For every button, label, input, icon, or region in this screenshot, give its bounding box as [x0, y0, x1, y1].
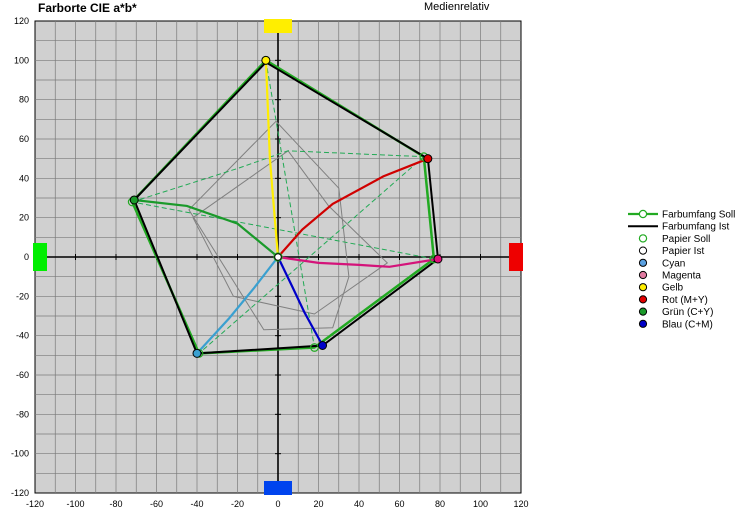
color-point: [433, 254, 443, 264]
y-tick-label: -100: [11, 449, 29, 459]
y-tick-label: -60: [16, 370, 29, 380]
gamut-soll-diagonal: [132, 150, 424, 203]
legend-label: Papier Ist: [662, 246, 704, 257]
ramp-line: [134, 198, 279, 258]
x-tick-label: -60: [150, 499, 163, 509]
legend-label: Blau (C+M): [662, 319, 713, 330]
ramp-line: [196, 256, 279, 355]
chart-title: Farborte CIE a*b*: [38, 1, 137, 15]
plot-area: -120 -100 -80 -60 -40 -20 0 20 40 60 80 100 120 -120 -…: [11, 16, 529, 509]
legend-label: Magenta: [662, 271, 701, 282]
x-tick-label: 120: [513, 499, 528, 509]
right-edge-marker: [509, 243, 523, 271]
legend-label: Cyan: [662, 258, 685, 269]
x-tick-label: 40: [354, 499, 364, 509]
x-tick-label: 60: [394, 499, 404, 509]
legend-label: Farbumfang Ist: [662, 222, 729, 233]
gamut-soll-diagonal: [265, 60, 315, 348]
legend-label: Grün (C+Y): [662, 307, 713, 318]
y-tick-label: 0: [24, 252, 29, 262]
legend-swatch-marker: [638, 283, 648, 292]
rendering-intent-label: Medienrelativ: [424, 1, 490, 13]
legend-swatch-marker: [638, 270, 648, 280]
soll-marker: [310, 343, 319, 352]
y-tick-label: -20: [16, 291, 29, 301]
y-tick-label: 80: [19, 95, 29, 105]
inner-gamut-ring: [192, 150, 389, 315]
y-tick-label: 20: [19, 213, 29, 223]
ramp-line: [277, 255, 439, 268]
color-point: [129, 195, 139, 205]
x-tick-label: 80: [435, 499, 445, 509]
color-point: [192, 348, 202, 358]
legend-swatch-marker: [638, 246, 648, 255]
inner-gamut-ring: [188, 120, 350, 331]
legend-label: Farbumfang Soll: [662, 210, 735, 221]
legend-swatch-marker: [638, 209, 648, 219]
ramp-line: [264, 60, 280, 258]
x-tick-label: -120: [26, 499, 44, 509]
y-tick-label: 40: [19, 173, 29, 183]
x-tick-label: 20: [313, 499, 323, 509]
gamut-soll-diagonal: [198, 156, 425, 354]
ramp-line: [277, 157, 429, 258]
x-tick-label: -40: [190, 499, 203, 509]
legend-swatch-marker: [638, 295, 648, 304]
ramp-line: [277, 256, 324, 347]
legend-swatch-marker: [638, 258, 648, 267]
paper-ist-marker: [274, 253, 282, 261]
y-tick-label: -40: [16, 331, 29, 341]
y-tick-label: 100: [14, 55, 29, 65]
color-point: [261, 55, 271, 65]
y-tick-label: -80: [16, 409, 29, 419]
x-tick-label: -80: [109, 499, 122, 509]
color-point: [423, 154, 433, 164]
y-tick-label: -120: [11, 488, 29, 498]
bottom-edge-marker: [264, 481, 292, 495]
legend-label: Papier Soll: [662, 234, 710, 245]
x-tick-label: -20: [231, 499, 244, 509]
legend-swatch-marker: [638, 319, 648, 328]
x-tick-label: 100: [473, 499, 488, 509]
legend-label: Gelb: [662, 283, 684, 294]
gamut-soll-diagonal: [132, 201, 435, 260]
top-edge-marker: [264, 19, 292, 33]
legend-label: Rot (M+Y): [662, 295, 708, 306]
x-tick-label: 0: [275, 499, 280, 509]
color-point: [318, 341, 328, 350]
y-tick-label: 60: [19, 134, 29, 144]
y-tick-label: 120: [14, 16, 29, 26]
x-tick-label: -100: [66, 499, 84, 509]
legend-swatch-marker: [638, 234, 648, 243]
legend-swatch-marker: [638, 307, 648, 316]
left-edge-marker: [33, 243, 47, 271]
